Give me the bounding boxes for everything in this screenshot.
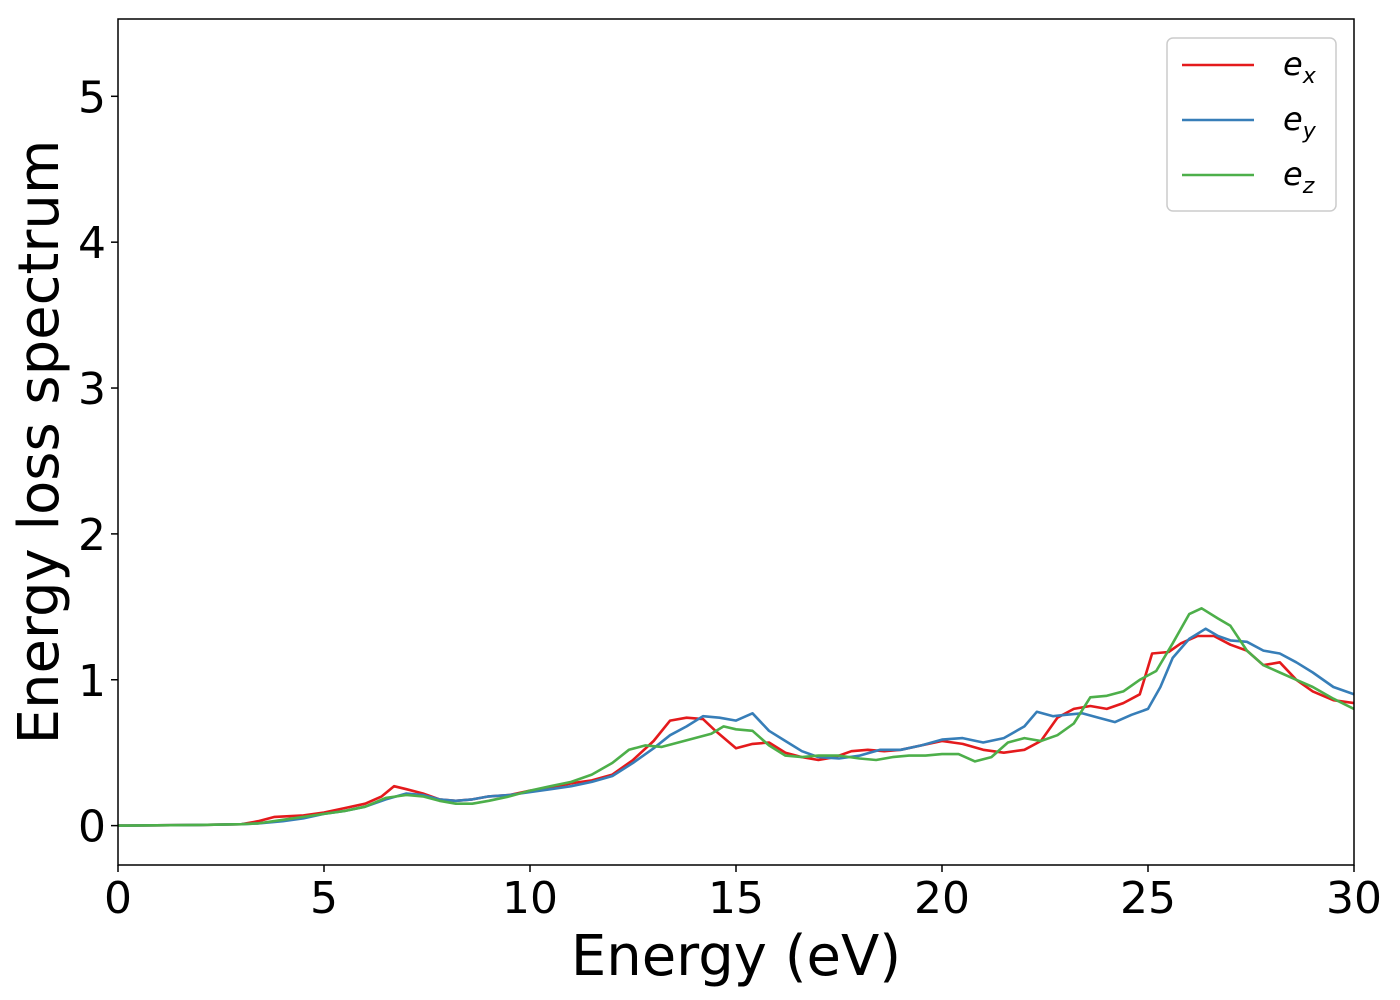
x-axis: 0 5 10 15 20 25 30	[104, 865, 1382, 924]
x-axis-label: Energy (eV)	[571, 924, 901, 989]
x-tick-label: 20	[914, 873, 970, 924]
y-tick-label: 2	[78, 510, 106, 561]
x-tick-label: 10	[502, 873, 558, 924]
x-tick-label: 25	[1120, 873, 1176, 924]
legend-box	[1166, 37, 1337, 212]
series-line-ey	[118, 627, 1354, 827]
y-tick-label: 1	[78, 656, 106, 707]
x-tick-label: 0	[104, 873, 132, 924]
y-tick-label: 0	[78, 802, 106, 853]
y-tick-label: 3	[78, 364, 106, 415]
series-lines	[118, 607, 1354, 827]
series-line-ex	[118, 634, 1354, 827]
y-tick-label: 5	[78, 72, 106, 123]
x-tick-label: 30	[1326, 873, 1382, 924]
y-axis: 0 1 2 3 4 5	[78, 72, 118, 853]
x-tick-label: 5	[310, 873, 338, 924]
y-axis-label: Energy loss spectrum	[7, 140, 72, 745]
series-line-ez	[118, 607, 1354, 827]
y-tick-label: 4	[78, 218, 106, 269]
x-tick-label: 15	[708, 873, 764, 924]
